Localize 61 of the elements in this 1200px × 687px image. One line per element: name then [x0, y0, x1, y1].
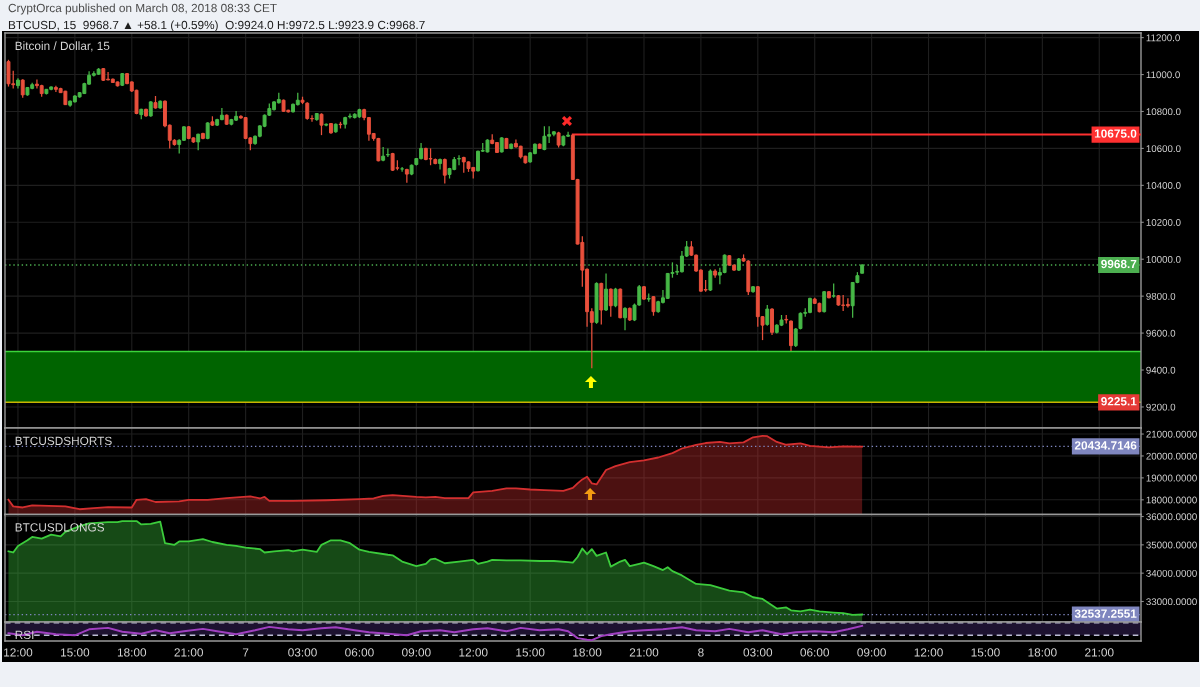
y-tick-label: 10600.0	[1146, 145, 1181, 153]
y-tick-label: 10400.0	[1146, 182, 1181, 189]
y-tick-label: 36000.0000	[1146, 513, 1197, 521]
y-tick-label: 9400.0	[1146, 366, 1176, 374]
x-tick-label: 18:00	[573, 648, 602, 657]
x-tick-label: 09:00	[402, 648, 431, 657]
candlestick	[319, 112, 324, 136]
ref-line-label: 32537.2551	[1074, 609, 1137, 618]
ref-line-label: 9968.7	[1101, 259, 1137, 269]
y-tick-label: 9800.0	[1146, 292, 1176, 300]
x-tick-label: 21:00	[174, 648, 204, 657]
chart-subtitle: BTCUSD, 15 9968.7 ▲ +58.1 (+0.59%) O:9924.0 H:9972.5 L:9923.9 C:9968.7	[8, 20, 425, 32]
text: BTCUSDSHORTS	[15, 436, 112, 445]
x-tick-label: 15:00	[61, 648, 90, 657]
y-tick-label: 19000.0000	[1146, 474, 1197, 482]
candlestick	[324, 122, 329, 127]
text: Bitcoin / Dollar, 15	[15, 41, 110, 52]
y-tick-label: 10800.0	[1146, 108, 1181, 116]
x-tick-label: 12:00	[459, 648, 488, 657]
x-tick-label: 12:00	[914, 648, 943, 657]
y-tick-label: 9600.0	[1146, 329, 1176, 337]
candlestick	[25, 86, 30, 97]
x-tick-label: 06:00	[345, 648, 374, 657]
candlestick	[376, 137, 381, 162]
x-tick-label: 12:00	[4, 648, 33, 657]
candlestick	[651, 295, 656, 317]
y-tick-label: 35000.0000	[1146, 541, 1197, 549]
y-tick-label: 11000.0	[1146, 71, 1180, 79]
x-tick-label: 7	[242, 648, 249, 657]
y-tick-label: 11200.0	[1146, 34, 1180, 42]
candlestick	[158, 99, 163, 110]
text: CryptOrca published on March 08, 2018 08:33 CET	[8, 3, 277, 15]
band-label: 9225.1	[1101, 397, 1137, 406]
x-tick-label: 8	[698, 648, 704, 657]
x-tick-label: 06:00	[800, 648, 830, 657]
candlestick	[646, 292, 651, 303]
candlestick	[594, 281, 599, 325]
candlestick	[385, 147, 390, 158]
x-tick-label: 18:00	[1028, 648, 1057, 657]
y-tick-label: 18000.0000	[1146, 496, 1197, 504]
x-tick-label: 18:00	[117, 648, 147, 657]
y-tick-label: 10000.0	[1146, 255, 1181, 263]
candlestick	[6, 59, 11, 88]
y-tick-label: 20000.0000	[1146, 452, 1197, 460]
x-tick-label: 03:00	[288, 648, 317, 657]
x-tick-label: 09:00	[857, 648, 886, 657]
candlestick	[613, 287, 618, 308]
y-tick-label: 33000.0000	[1146, 598, 1197, 606]
candlestick	[243, 116, 248, 140]
x-tick-label: 03:00	[743, 648, 773, 657]
x-tick-label: 15:00	[971, 648, 1000, 657]
y-tick-label: 34000.0000	[1146, 569, 1197, 577]
y-tick-label: 9200.0	[1146, 403, 1176, 411]
x-tick-label: 15:00	[516, 648, 545, 657]
y-tick-label: 10200.0	[1146, 219, 1181, 226]
x-tick-label: 21:00	[629, 648, 659, 657]
data-label: 10675.0	[1094, 129, 1137, 138]
ref-line-label: 20434.7146	[1074, 441, 1137, 450]
x-tick-label: 21:00	[1085, 648, 1114, 657]
candlestick	[542, 125, 547, 151]
y-tick-label: 21000.0000	[1146, 430, 1197, 438]
